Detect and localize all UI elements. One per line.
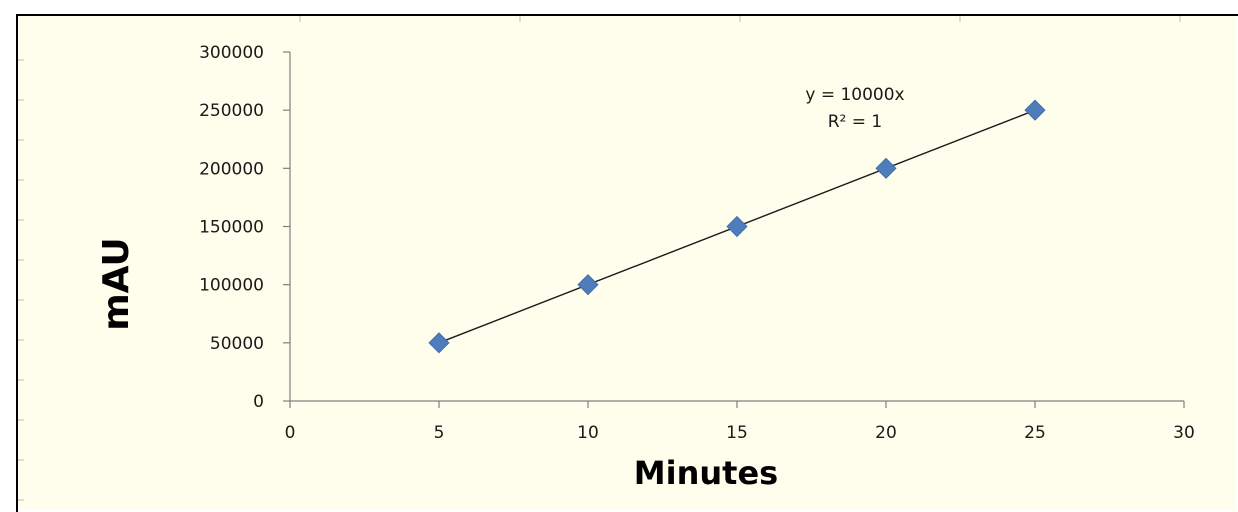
y-axis-title: mAU (96, 237, 137, 331)
x-tick-labels: 0 5 10 15 20 25 30 (285, 423, 1195, 443)
plot-area (18, 16, 1236, 510)
trendline-equation: y = 10000x (805, 85, 904, 105)
x-tick-label: 10 (577, 423, 599, 443)
x-tick-label: 30 (1173, 423, 1195, 443)
data-point (875, 157, 897, 179)
x-tick-label: 0 (285, 423, 296, 443)
data-point (577, 274, 599, 296)
y-tick-labels: 0 50000 100000 150000 200000 250000 300000 (199, 43, 264, 412)
y-tick-label: 300000 (199, 43, 264, 63)
y-tick-label: 50000 (210, 334, 264, 354)
x-axis-title: Minutes (634, 454, 778, 492)
chart-frame (16, 14, 1238, 512)
data-points (428, 99, 1046, 354)
x-tick-label: 5 (434, 423, 445, 443)
y-tick-label: 100000 (199, 276, 264, 296)
y-tick-label: 150000 (199, 218, 264, 238)
data-point (1024, 99, 1046, 121)
x-tick-label: 20 (875, 423, 897, 443)
y-tick-label: 200000 (199, 159, 264, 179)
y-tick-label: 0 (253, 392, 264, 412)
trendline-r-squared: R² = 1 (828, 112, 883, 132)
axes (283, 51, 1185, 408)
x-tick-label: 15 (726, 423, 748, 443)
x-tick-label: 25 (1024, 423, 1046, 443)
frame-ticks (18, 16, 1181, 501)
data-point (428, 332, 450, 354)
y-tick-label: 250000 (199, 101, 264, 121)
data-point (726, 215, 748, 238)
